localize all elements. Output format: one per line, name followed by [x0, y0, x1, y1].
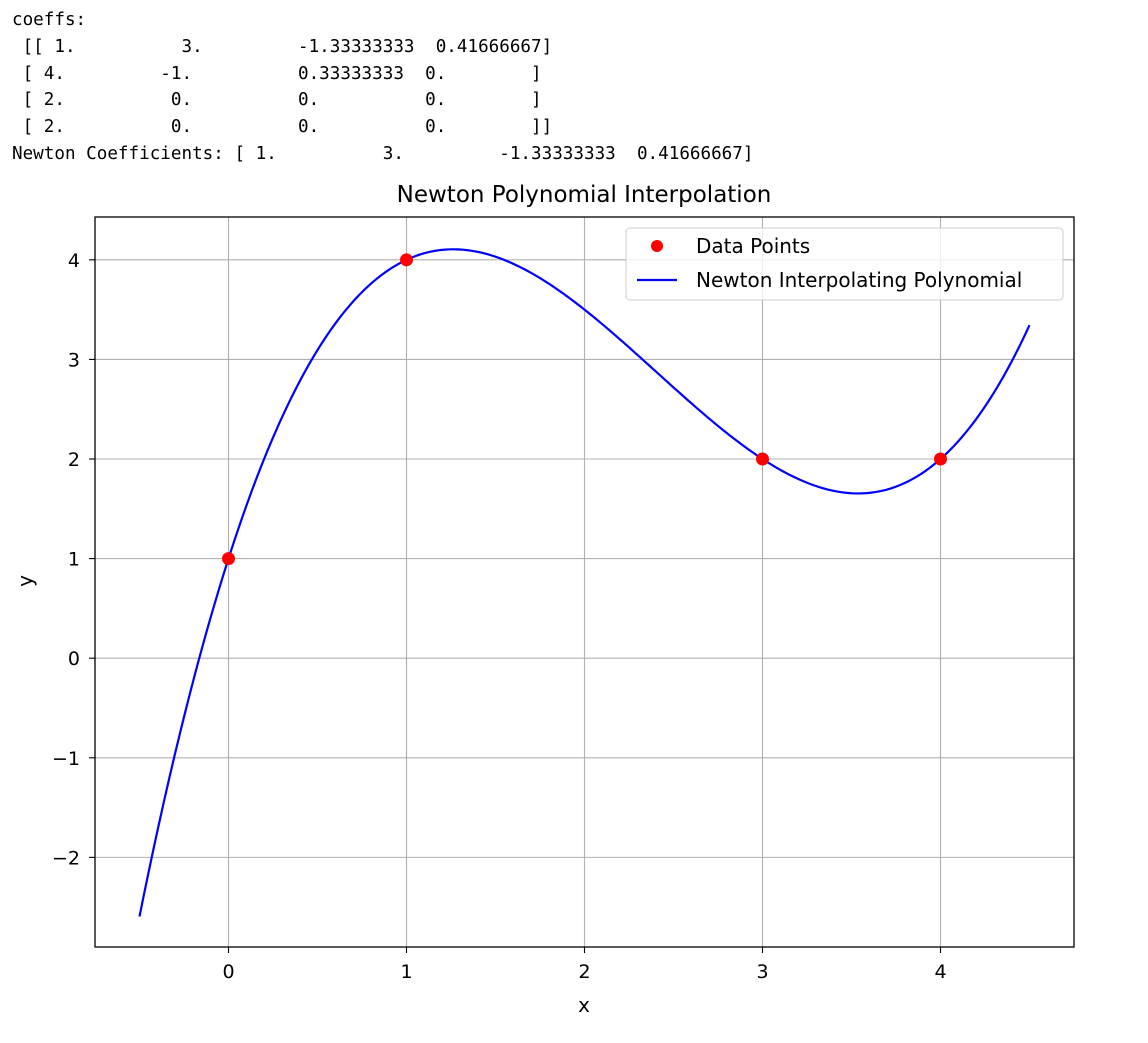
console-line: Newton Coefficients: [ 1. 3. -1.33333333…	[12, 143, 754, 164]
axis-ticks: 0 1 2 3 4 −2 −1 0 1 2 3 4	[52, 250, 947, 983]
data-point	[400, 253, 413, 267]
console-line: [[ 1. 3. -1.33333333 0.41666667]	[12, 36, 553, 57]
legend-label-polynomial: Newton Interpolating Polynomial	[696, 268, 1022, 292]
console-output: coeffs: [[ 1. 3. -1.33333333 0.41666667]…	[12, 7, 753, 168]
data-point	[756, 452, 769, 466]
legend-label-data-points: Data Points	[696, 234, 810, 258]
legend-marker-data-points	[651, 240, 663, 252]
data-point	[934, 452, 947, 466]
console-line: [ 2. 0. 0. 0. ]]	[12, 117, 553, 138]
y-tick-label: 2	[68, 449, 80, 471]
y-tick-label: 0	[68, 648, 80, 670]
polynomial-line	[138, 248, 1031, 917]
console-line: coeffs:	[12, 10, 87, 30]
legend: Data Points Newton Interpolating Polynom…	[625, 227, 1064, 301]
curve-layer	[138, 248, 1031, 917]
x-axis-label: x	[578, 993, 590, 1017]
y-tick-label: 3	[68, 349, 80, 371]
y-tick-label: −2	[52, 847, 80, 869]
x-tick-label: 4	[934, 961, 946, 983]
data-points-layer	[222, 253, 947, 566]
y-tick-label: 1	[68, 549, 80, 571]
x-tick-label: 3	[756, 961, 768, 983]
y-tick-label: −1	[52, 748, 80, 770]
chart-title: Newton Polynomial Interpolation	[397, 182, 772, 208]
x-tick-label: 2	[578, 961, 590, 983]
y-tick-label: 4	[68, 250, 80, 272]
data-point	[222, 552, 235, 566]
y-axis-label: y	[13, 575, 37, 587]
x-tick-label: 1	[400, 961, 412, 983]
console-line: [ 2. 0. 0. 0. ]	[12, 90, 542, 111]
x-tick-label: 0	[222, 961, 234, 983]
console-line: [ 4. -1. 0.33333333 0. ]	[12, 63, 542, 84]
legend-box	[625, 227, 1064, 301]
grid	[95, 217, 1074, 947]
